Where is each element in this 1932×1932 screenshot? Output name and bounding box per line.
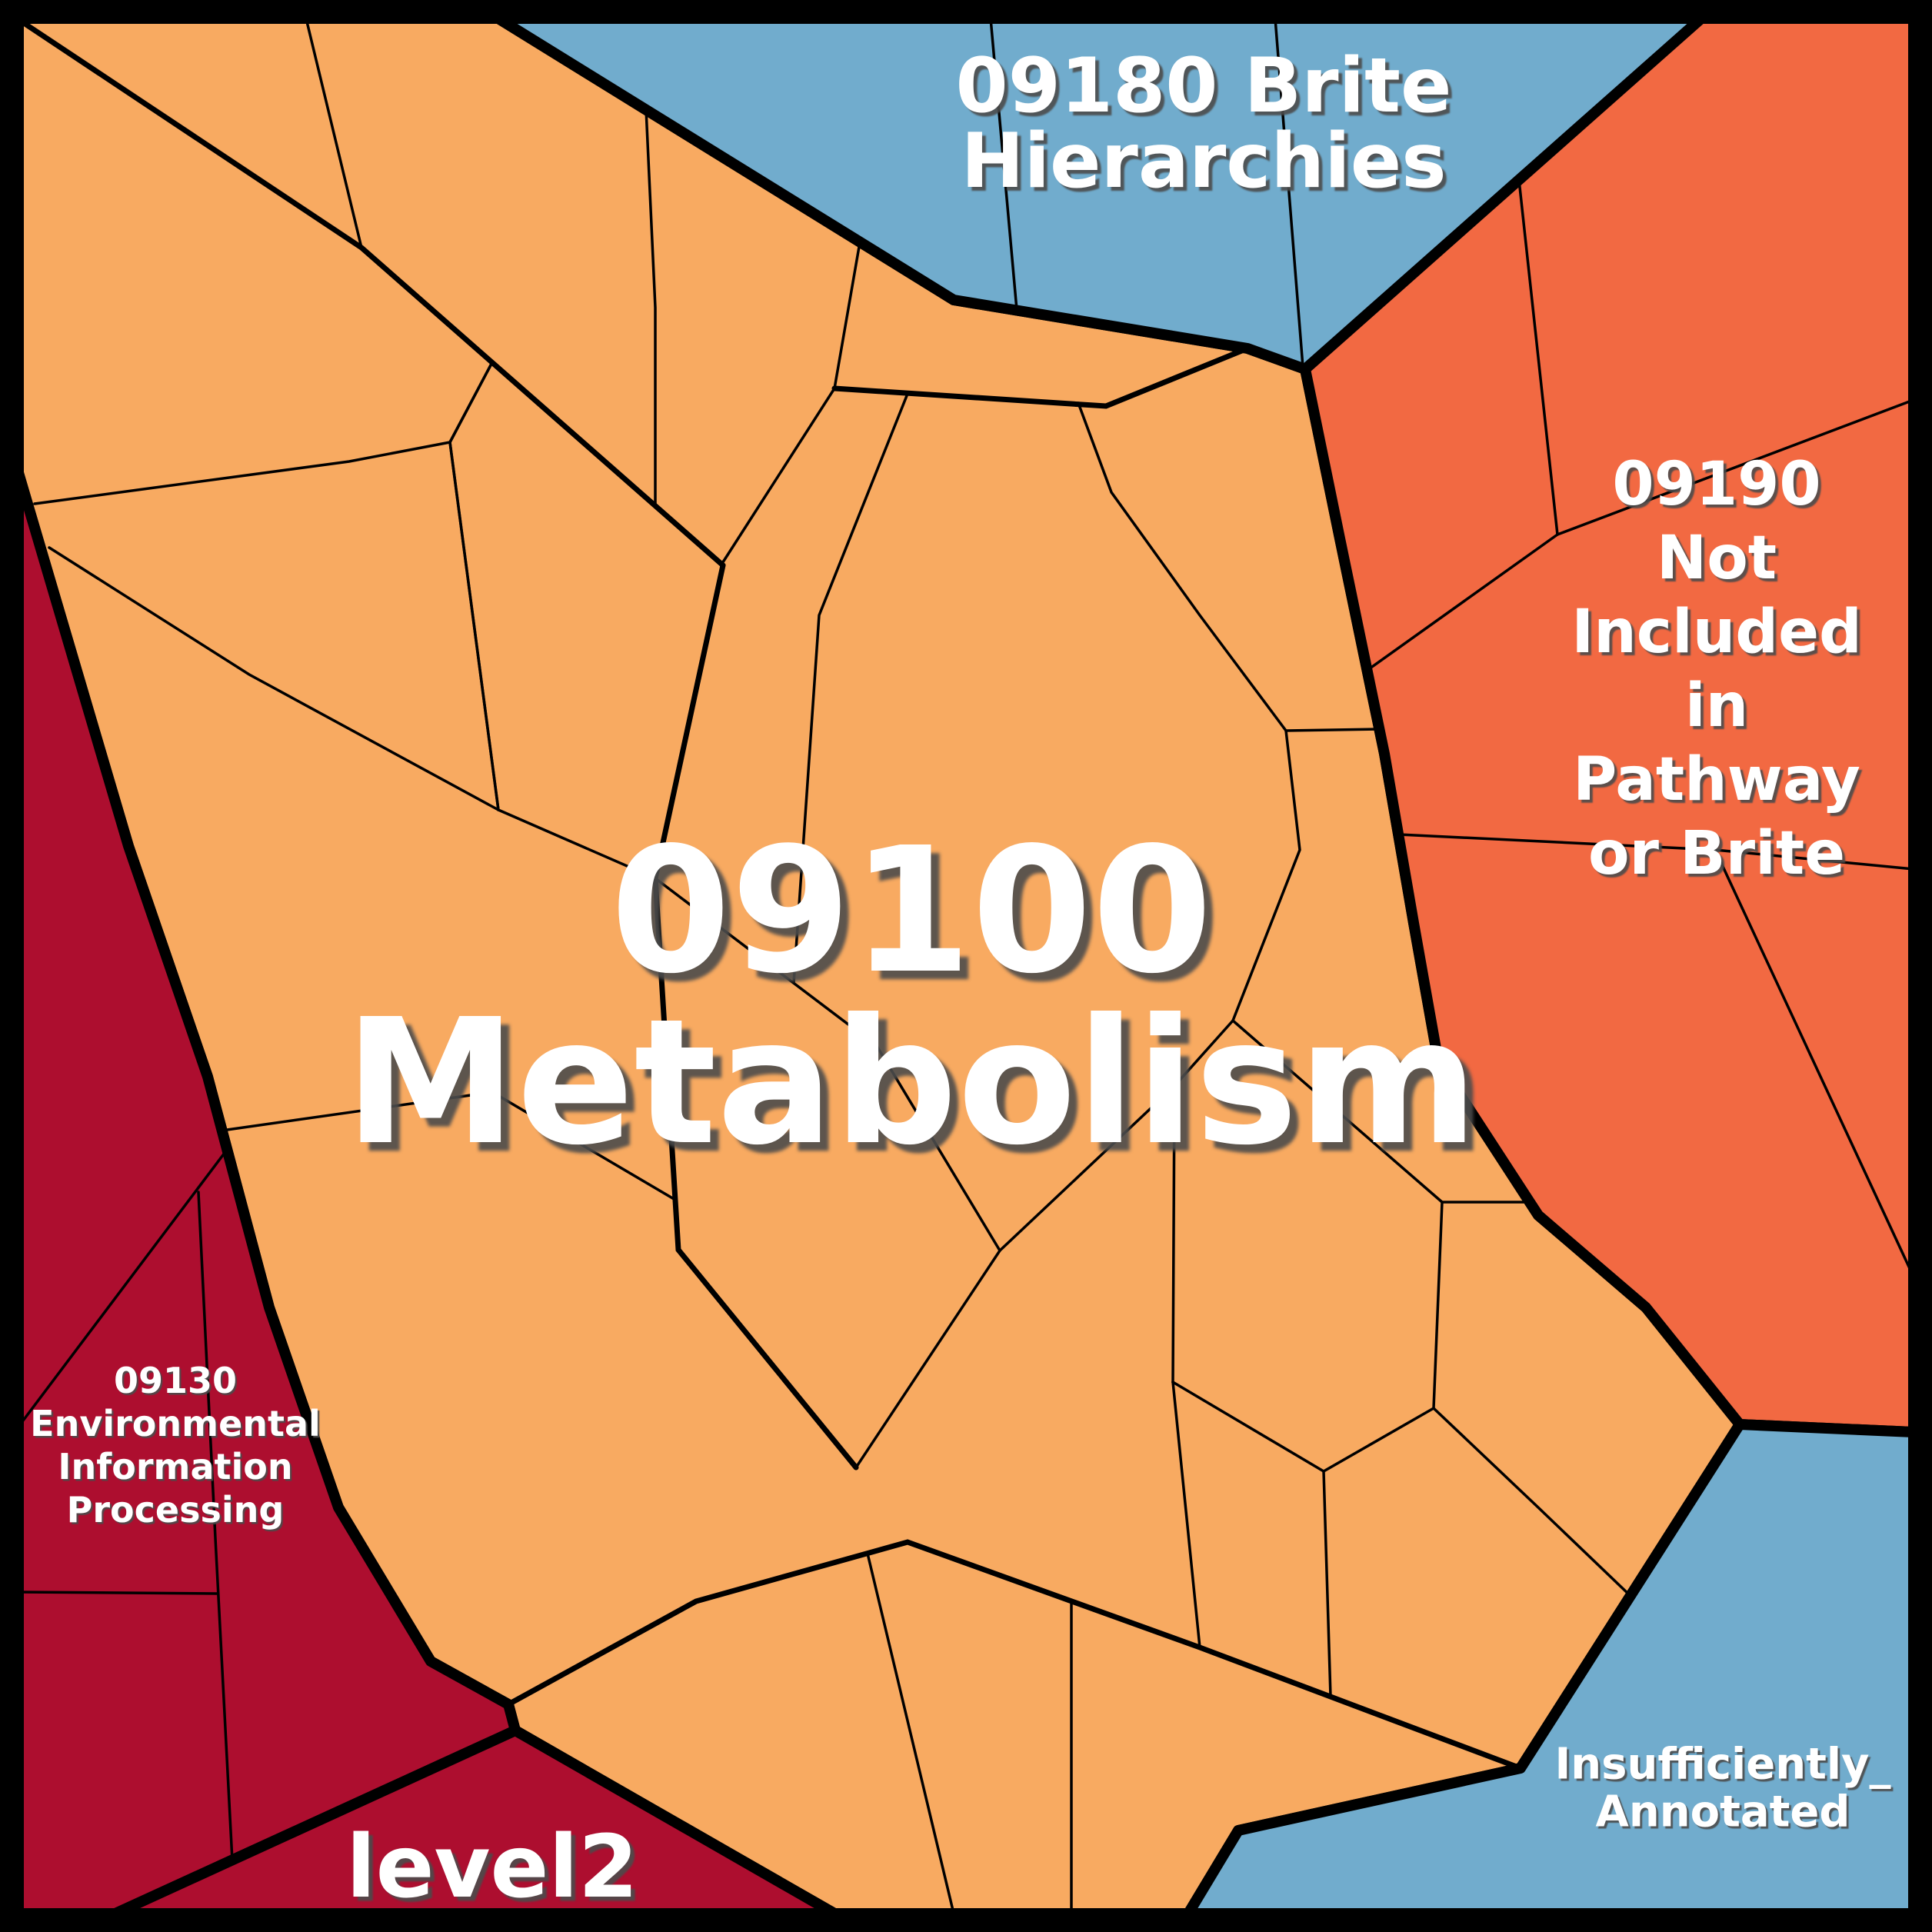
metabolism-subcell-borders-thin — [33, 17, 1632, 1915]
metabolism-label-line1: 09100 — [611, 811, 1213, 1012]
label-level2: level2 — [346, 1817, 638, 1917]
label-09190-not-included: 09190 Not Included in Pathway or Brite — [1571, 450, 1862, 888]
insufficiently-label-line1: Insufficiently_ — [1554, 1740, 1890, 1790]
environmental-label-line4: Processing — [67, 1489, 285, 1531]
brite-subcell-borders — [989, 17, 1304, 368]
environmental-label-line1: 09130 — [114, 1360, 237, 1401]
label-insufficiently-annotated: Insufficiently_ Annotated — [1554, 1740, 1890, 1837]
not-included-label-line1: 09190 — [1612, 450, 1820, 519]
environmental-label-line2: Environmental — [30, 1403, 321, 1444]
level2-label-line1: level2 — [346, 1817, 638, 1917]
insufficiently-label-line2: Annotated — [1596, 1787, 1850, 1837]
not-included-label-line6: or Brite — [1588, 819, 1845, 888]
not-included-label-line3: Included — [1571, 598, 1862, 667]
environmental-subcell-borders — [17, 1148, 234, 1862]
label-09100-metabolism: 09100 Metabolism — [345, 811, 1478, 1184]
environmental-label-line3: Information — [58, 1446, 292, 1487]
not-included-label-line2: Not — [1657, 524, 1777, 593]
brite-label-line2: Hierarchies — [961, 118, 1446, 205]
label-09180-brite: 09180 Brite Hierarchies — [956, 42, 1452, 205]
label-09130-environmental: 09130 Environmental Information Processi… — [30, 1360, 321, 1531]
brite-label-line1: 09180 Brite — [956, 42, 1452, 130]
not-included-subcell-borders — [1365, 178, 1915, 1278]
not-included-label-line4: in — [1685, 671, 1748, 741]
not-included-label-line5: Pathway — [1573, 745, 1860, 814]
metabolism-label-line2: Metabolism — [345, 982, 1478, 1184]
